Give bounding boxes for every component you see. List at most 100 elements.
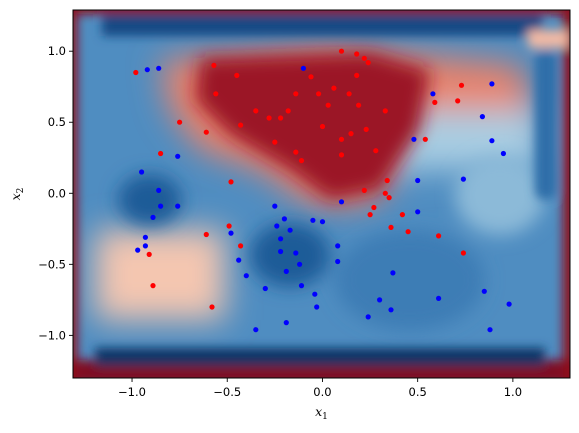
data-point xyxy=(319,123,326,130)
y-axis: −1.0 −0.5 0.0 0.5 1.0 xyxy=(38,44,73,342)
data-point xyxy=(390,270,396,276)
data-point xyxy=(458,82,465,88)
data-point xyxy=(346,91,352,97)
heatmap-background xyxy=(73,10,570,378)
data-point xyxy=(300,65,306,71)
data-point xyxy=(460,250,466,256)
data-point xyxy=(209,304,215,310)
data-point xyxy=(361,55,367,61)
data-point xyxy=(175,203,181,209)
data-point xyxy=(436,295,442,301)
data-point xyxy=(298,283,305,289)
data-point xyxy=(228,230,234,236)
data-point xyxy=(363,126,369,132)
data-point xyxy=(285,108,291,114)
x-axis-label-subscript: 1 xyxy=(322,412,328,422)
data-point xyxy=(234,72,240,78)
x-tick-label: 0.5 xyxy=(409,385,427,399)
data-point xyxy=(150,283,156,289)
data-point xyxy=(348,131,354,137)
data-point xyxy=(436,233,442,239)
data-point xyxy=(384,177,390,184)
data-point xyxy=(283,320,289,326)
x-tick-label: −1.0 xyxy=(118,385,146,399)
data-point xyxy=(479,114,485,120)
data-point xyxy=(146,251,152,257)
plot-frame xyxy=(72,9,571,379)
data-point xyxy=(283,268,289,274)
data-point xyxy=(278,236,284,242)
data-point xyxy=(331,85,337,91)
x-tick-label: −0.5 xyxy=(213,385,241,399)
data-point xyxy=(287,227,293,233)
data-point xyxy=(354,51,360,57)
data-point xyxy=(460,176,466,182)
data-point xyxy=(308,74,314,80)
data-point xyxy=(500,150,506,157)
data-point xyxy=(489,138,495,144)
data-point xyxy=(238,122,244,128)
data-point xyxy=(481,288,487,294)
data-point xyxy=(319,219,326,225)
y-axis-label: x2 xyxy=(8,188,26,201)
data-point xyxy=(238,243,244,249)
data-point xyxy=(415,209,421,215)
scatter-points xyxy=(133,48,512,333)
data-point xyxy=(175,153,181,159)
data-point xyxy=(272,139,278,145)
data-point xyxy=(262,285,268,292)
data-point xyxy=(335,258,341,265)
y-tick-label: 0.0 xyxy=(48,186,66,200)
data-point xyxy=(411,136,417,142)
data-point xyxy=(373,148,379,154)
data-point xyxy=(278,248,284,255)
data-point xyxy=(298,158,305,164)
data-point xyxy=(506,301,512,307)
data-point xyxy=(388,307,394,313)
data-point xyxy=(316,91,322,97)
x-axis-label: x1 xyxy=(315,404,328,422)
y-tick-label: −0.5 xyxy=(38,257,66,271)
data-point xyxy=(144,67,150,73)
data-point xyxy=(354,72,360,78)
data-point xyxy=(432,99,438,105)
data-point xyxy=(266,115,272,121)
data-point xyxy=(158,203,164,209)
data-point xyxy=(133,69,139,76)
data-point xyxy=(139,169,145,175)
data-point xyxy=(236,257,242,263)
data-point xyxy=(203,231,209,238)
data-point xyxy=(430,91,436,97)
data-point xyxy=(335,243,341,249)
data-point xyxy=(338,199,345,205)
data-point xyxy=(422,136,428,142)
data-point xyxy=(325,102,331,108)
data-point xyxy=(487,327,493,333)
data-point xyxy=(253,327,259,333)
data-point xyxy=(382,108,388,114)
data-point xyxy=(228,179,234,185)
data-point xyxy=(388,224,394,230)
y-tick-label: −1.0 xyxy=(38,328,66,342)
data-point xyxy=(371,204,377,211)
data-point xyxy=(386,195,392,201)
data-point xyxy=(361,187,367,193)
data-point xyxy=(156,187,162,193)
data-point xyxy=(156,65,162,71)
data-point xyxy=(211,62,217,68)
data-point xyxy=(367,212,373,218)
data-point xyxy=(310,217,316,223)
data-point xyxy=(177,119,183,125)
y-tick-label: 1.0 xyxy=(48,44,66,58)
data-point xyxy=(158,150,164,157)
data-point xyxy=(293,250,299,256)
data-point xyxy=(415,177,421,184)
y-axis-label-subscript: 2 xyxy=(16,188,26,194)
data-point xyxy=(338,136,345,142)
data-point xyxy=(203,129,209,135)
y-tick-label: 0.5 xyxy=(48,115,66,129)
data-point xyxy=(489,81,495,87)
data-point xyxy=(312,291,318,297)
data-point xyxy=(399,212,405,218)
